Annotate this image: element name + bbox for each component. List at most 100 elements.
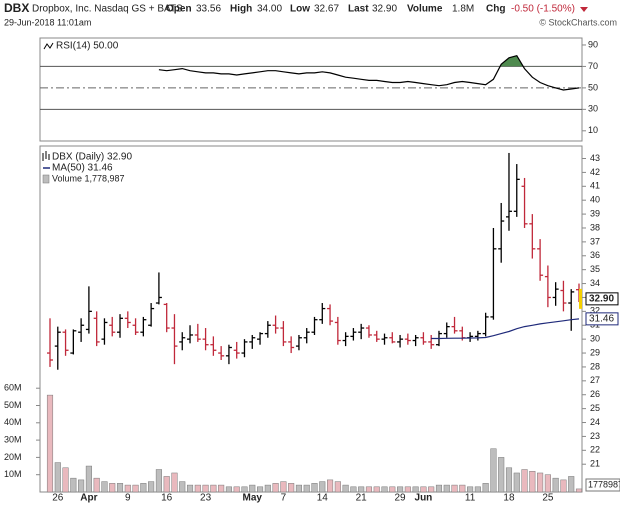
volume-bar	[381, 486, 388, 493]
volume-bar	[319, 481, 326, 493]
volume-bar	[256, 486, 264, 493]
quote-label: Chg	[486, 4, 505, 15]
y2-tick-label: 20M	[4, 452, 22, 462]
y2-tick-label: 30M	[4, 434, 22, 444]
y-tick-label: 41	[590, 181, 600, 191]
volume-bar	[513, 472, 520, 493]
volume-bar	[264, 484, 271, 493]
price-panel	[39, 145, 583, 493]
quote-label: Open	[166, 4, 192, 15]
volume-bar	[124, 484, 131, 493]
volume-bar	[435, 484, 443, 493]
company: Dropbox, Inc. Nasdaq GS + BATS	[32, 4, 183, 15]
volume-bar	[202, 484, 209, 493]
y-tick-label: 21	[590, 459, 600, 469]
volume-bar	[482, 483, 489, 493]
volume-bar	[334, 481, 341, 493]
volume-bar	[54, 462, 61, 493]
volume-bar	[46, 394, 54, 493]
y-tick-label: 70	[588, 61, 598, 71]
y-tick-label: 50	[588, 82, 598, 92]
quote-change: -0.50 (-1.50%)	[511, 4, 575, 15]
volume-bar	[249, 484, 256, 493]
volume-bar	[498, 457, 505, 493]
quote-value: 32.90	[372, 4, 397, 15]
x-tick-label: 18	[503, 493, 515, 504]
y2-tick-label: 60M	[4, 383, 22, 393]
volume-bar	[295, 484, 302, 493]
volume-bar	[93, 477, 100, 493]
y-tick-label: 43	[590, 153, 600, 163]
x-tick-label: Apr	[80, 493, 97, 504]
ma-tag	[585, 312, 619, 326]
volume-bar	[109, 483, 116, 493]
x-tick-label: 26	[52, 493, 64, 504]
quote-label: Low	[290, 4, 310, 15]
rsi-panel	[39, 37, 583, 142]
overbought-fill	[500, 55, 524, 67]
x-tick-label: 21	[356, 493, 368, 504]
quote-label: Volume	[407, 4, 443, 15]
symbol: DBX	[4, 1, 29, 15]
y-tick-label: 23	[590, 431, 600, 441]
price-tag-label: 32.90	[589, 293, 614, 304]
rsi-line	[158, 55, 580, 91]
volume-bar	[241, 486, 248, 493]
y-tick-label: 30	[590, 334, 600, 344]
volume-bar	[373, 486, 380, 493]
volume-bar	[451, 484, 458, 493]
volume-bar	[132, 484, 139, 493]
price-tag	[585, 292, 619, 306]
y-tick-label: 30	[588, 104, 598, 114]
y-tick-label: 37	[590, 236, 600, 246]
ma-tag-label: 31.46	[589, 314, 614, 325]
y2-tick-label: 10M	[4, 469, 22, 479]
volume-bar	[179, 481, 186, 493]
x-tick-label: 29	[395, 493, 407, 504]
volume-bar	[474, 486, 481, 493]
y-tick-label: 42	[590, 167, 600, 177]
volume-bar	[467, 486, 474, 493]
y-tick-label: 22	[590, 445, 600, 455]
volume-bar	[428, 486, 435, 493]
x-tick-label: 14	[317, 493, 329, 504]
y-tick-label: 28	[590, 361, 600, 371]
volume-bar	[148, 481, 155, 493]
volume-bar	[350, 486, 357, 493]
volume-bar	[101, 481, 108, 493]
legend-label: RSI(14) 50.00	[56, 41, 119, 52]
volume-bar	[560, 479, 567, 493]
volume-bar	[397, 486, 404, 493]
legend-label: MA(50) 31.46	[52, 163, 113, 174]
volume-bar	[521, 469, 528, 493]
volume-bar	[490, 448, 497, 493]
volume-bar	[303, 484, 310, 493]
volume-bar	[225, 486, 232, 493]
volume-bar	[544, 474, 551, 493]
y2-tick-label: 50M	[4, 400, 22, 410]
volume-bar	[186, 484, 194, 493]
volume-bar	[459, 484, 466, 493]
volume-bar	[568, 476, 575, 493]
volume-bar	[233, 486, 240, 493]
volume-bar	[85, 465, 92, 493]
volume-bar	[163, 476, 170, 493]
volume-bar	[420, 486, 427, 493]
y-tick-label: 10	[588, 125, 598, 135]
volume-bar	[116, 483, 124, 493]
y2-tick-label: 40M	[4, 417, 22, 427]
volume-bar	[210, 484, 217, 493]
volume-bar	[365, 486, 373, 493]
quote-label: Last	[348, 4, 369, 15]
y-tick-label: 34	[590, 278, 600, 288]
x-tick-label: 25	[542, 493, 554, 504]
timestamp: 29-Jun-2018 11:01am	[4, 17, 91, 27]
volume-bar	[288, 483, 295, 493]
y-tick-label: 39	[590, 208, 600, 218]
volume-bar	[62, 467, 69, 493]
x-tick-label: 11	[465, 493, 476, 504]
volume-bar	[155, 469, 162, 493]
y-tick-label: 38	[590, 222, 600, 232]
y-tick-label: 90	[588, 39, 598, 49]
